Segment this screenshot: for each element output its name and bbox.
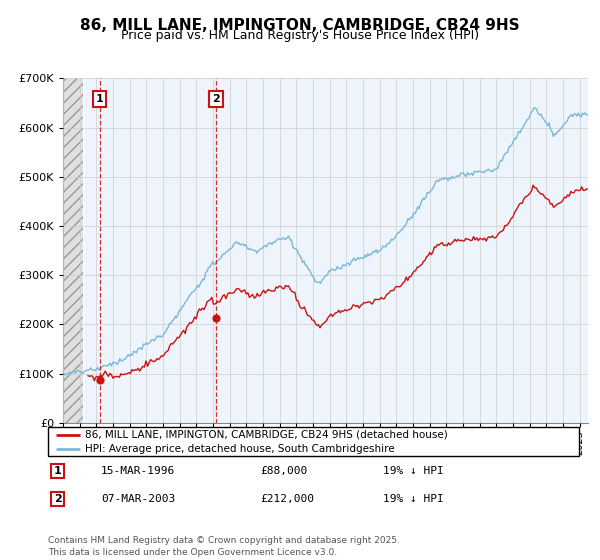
Bar <box>63 78 83 423</box>
Text: 15-MAR-1996: 15-MAR-1996 <box>101 466 175 476</box>
Point <box>95 375 104 384</box>
Text: Price paid vs. HM Land Registry's House Price Index (HPI): Price paid vs. HM Land Registry's House … <box>121 29 479 42</box>
Text: £88,000: £88,000 <box>260 466 308 476</box>
Text: Contains HM Land Registry data © Crown copyright and database right 2025.
This d: Contains HM Land Registry data © Crown c… <box>48 536 400 557</box>
Text: £212,000: £212,000 <box>260 494 314 504</box>
Text: 86, MILL LANE, IMPINGTON, CAMBRIDGE, CB24 9HS: 86, MILL LANE, IMPINGTON, CAMBRIDGE, CB2… <box>80 18 520 34</box>
Text: 86, MILL LANE, IMPINGTON, CAMBRIDGE, CB24 9HS (detached house): 86, MILL LANE, IMPINGTON, CAMBRIDGE, CB2… <box>85 430 448 440</box>
Text: HPI: Average price, detached house, South Cambridgeshire: HPI: Average price, detached house, Sout… <box>85 444 395 454</box>
Text: 1: 1 <box>96 94 104 104</box>
Point <box>211 314 221 323</box>
Text: 2: 2 <box>53 494 61 504</box>
Text: 07-MAR-2003: 07-MAR-2003 <box>101 494 175 504</box>
Text: 19% ↓ HPI: 19% ↓ HPI <box>383 494 443 504</box>
FancyBboxPatch shape <box>48 427 579 456</box>
Text: 2: 2 <box>212 94 220 104</box>
Bar <box>63 78 83 423</box>
Text: 19% ↓ HPI: 19% ↓ HPI <box>383 466 443 476</box>
Text: 1: 1 <box>53 466 61 476</box>
